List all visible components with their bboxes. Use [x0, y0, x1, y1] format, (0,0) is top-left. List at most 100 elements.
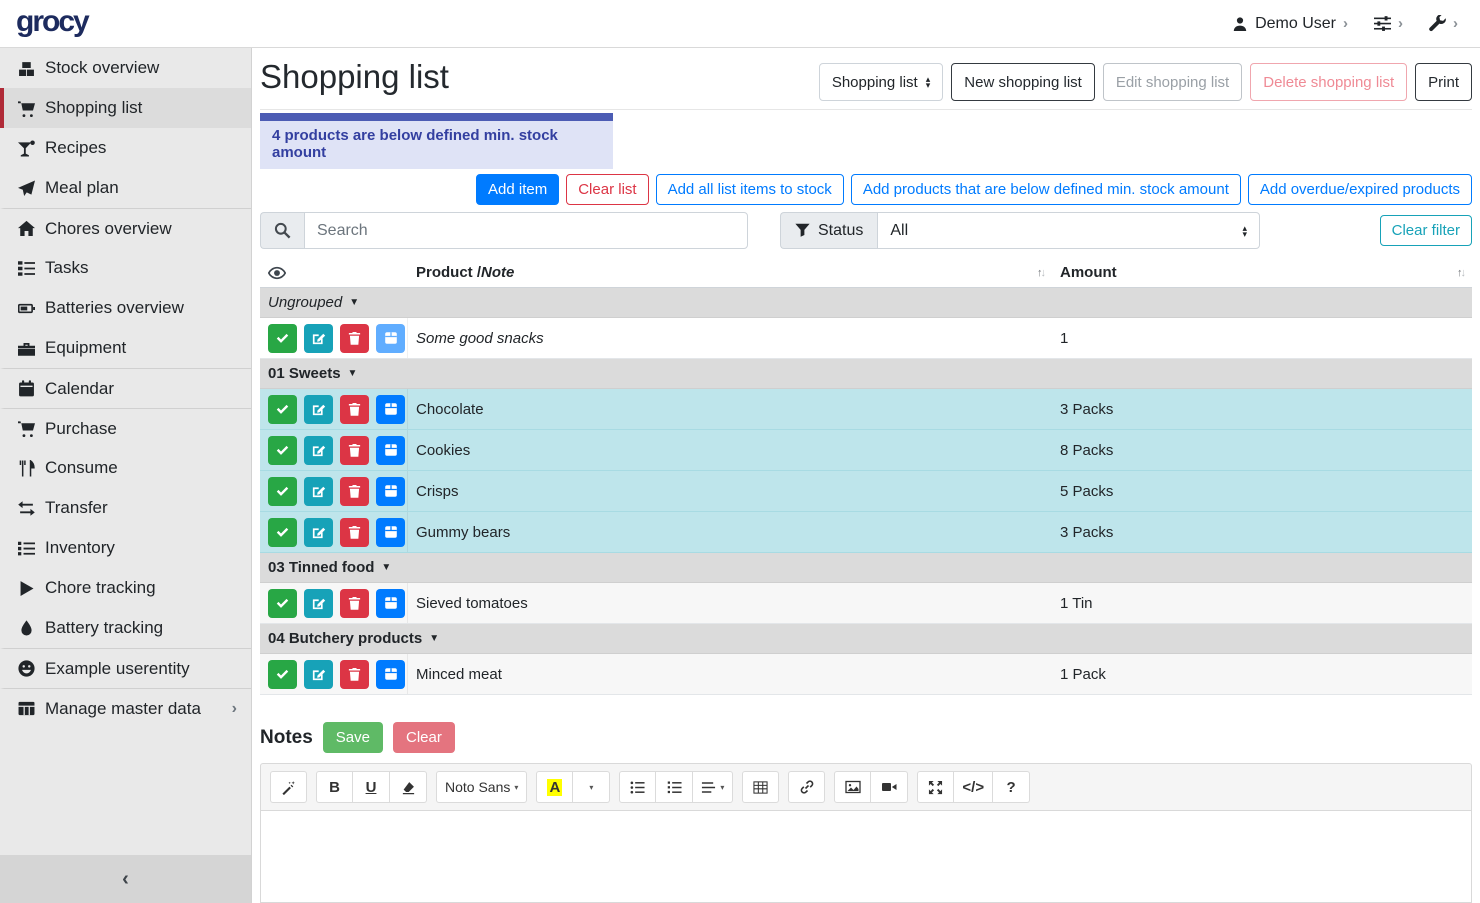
sidebar-item-purchase[interactable]: Purchase — [0, 408, 251, 448]
group-header-butchery-products[interactable]: 04 Butchery products ▼ — [260, 624, 1472, 654]
edit-item-button[interactable] — [304, 517, 333, 547]
delete-item-button[interactable] — [340, 517, 369, 547]
column-visibility-header[interactable] — [260, 264, 408, 282]
delete-shopping-list-button[interactable]: Delete shopping list — [1250, 63, 1408, 101]
sidebar-item-chore-tracking[interactable]: Chore tracking — [0, 568, 251, 608]
delete-item-button[interactable] — [340, 323, 369, 353]
print-button[interactable]: Print — [1415, 63, 1472, 101]
sidebar-item-tasks[interactable]: Tasks — [0, 248, 251, 288]
add-to-stock-button[interactable] — [376, 517, 405, 547]
add-to-stock-button[interactable] — [376, 476, 405, 506]
sidebar-item-shopping-list[interactable]: Shopping list — [0, 88, 251, 128]
sidebar-item-calendar[interactable]: Calendar — [0, 368, 251, 408]
sidebar-item-battery-tracking[interactable]: Battery tracking — [0, 608, 251, 648]
edit-item-button[interactable] — [304, 394, 333, 424]
insert-table-button[interactable] — [742, 771, 780, 803]
clear-list-button[interactable]: Clear list — [566, 174, 649, 205]
sidebar-item-equipment[interactable]: Equipment — [0, 328, 251, 368]
underline-button[interactable]: U — [353, 771, 390, 803]
font-color-button[interactable]: A — [536, 771, 574, 803]
table-row: Sieved tomatoes 1 Tin — [260, 583, 1472, 624]
edit-item-button[interactable] — [304, 323, 333, 353]
delete-item-button[interactable] — [340, 394, 369, 424]
group-header-tinned-food[interactable]: 03 Tinned food ▼ — [260, 553, 1472, 583]
search-input[interactable] — [304, 212, 748, 249]
insert-link-button[interactable] — [788, 771, 826, 803]
fullscreen-button[interactable] — [917, 771, 955, 803]
sidebar-item-example-userentity[interactable]: Example userentity — [0, 648, 251, 688]
mark-done-button[interactable] — [268, 435, 297, 465]
edit-shopping-list-button[interactable]: Edit shopping list — [1102, 63, 1243, 101]
mark-done-button[interactable] — [268, 517, 297, 547]
item-amount: 1 — [1060, 329, 1069, 347]
sidebar-item-consume[interactable]: Consume — [0, 448, 251, 488]
mark-done-button[interactable] — [268, 588, 297, 618]
search-icon — [274, 222, 291, 239]
sidebar-item-batteries-overview[interactable]: Batteries overview — [0, 288, 251, 328]
status-filter-select[interactable]: All ▴ ▾ — [877, 212, 1260, 249]
sidebar-item-recipes[interactable]: Recipes — [0, 128, 251, 168]
edit-item-button[interactable] — [304, 435, 333, 465]
sidebar-item-meal-plan[interactable]: Meal plan — [0, 168, 251, 208]
column-amount-header[interactable]: Amount ↑↓ — [1060, 264, 1466, 281]
add-below-min-button[interactable]: Add products that are below defined min.… — [850, 174, 1241, 205]
edit-item-button[interactable] — [304, 659, 333, 689]
admin-menu[interactable]: › — [1429, 15, 1458, 32]
add-to-stock-button[interactable] — [376, 659, 405, 689]
sidebar-item-manage-master-data[interactable]: Manage master data › — [0, 688, 251, 728]
battery-icon — [18, 303, 35, 313]
unordered-list-button[interactable] — [619, 771, 657, 803]
add-to-stock-button[interactable] — [376, 394, 405, 424]
insert-image-button[interactable] — [834, 771, 872, 803]
insert-video-button[interactable] — [871, 771, 909, 803]
delete-item-button[interactable] — [340, 588, 369, 618]
notes-save-button[interactable]: Save — [322, 722, 383, 753]
sidebar-collapse-button[interactable]: ‹ — [0, 855, 251, 903]
sidebar-item-label: Transfer — [45, 498, 108, 517]
shopping-list-table: Product / Note ↑↓ Amount ↑↓ Ungrouped ▼ — [260, 258, 1472, 695]
sidebar-item-inventory[interactable]: Inventory — [0, 528, 251, 568]
sidebar-item-transfer[interactable]: Transfer — [0, 488, 251, 528]
paragraph-align-button[interactable]: ▾ — [693, 771, 734, 803]
sidebar-item-stock-overview[interactable]: Stock overview — [0, 48, 251, 88]
bold-button[interactable]: B — [316, 771, 353, 803]
settings-menu[interactable]: › — [1374, 15, 1403, 32]
mark-done-button[interactable] — [268, 659, 297, 689]
edit-item-button[interactable] — [304, 588, 333, 618]
add-overdue-button[interactable]: Add overdue/expired products — [1247, 174, 1472, 205]
add-to-stock-button[interactable] — [376, 588, 405, 618]
new-shopping-list-button[interactable]: New shopping list — [951, 63, 1095, 101]
filter-icon — [795, 223, 810, 237]
delete-item-button[interactable] — [340, 659, 369, 689]
item-product: Crisps — [416, 482, 459, 500]
user-menu[interactable]: Demo User › — [1232, 15, 1348, 33]
font-color-caret[interactable]: ▾ — [573, 771, 611, 803]
code-view-button[interactable]: </> — [954, 771, 994, 803]
font-family-select[interactable]: Noto Sans ▾ — [436, 771, 528, 803]
sidebar-item-label: Batteries overview — [45, 298, 184, 317]
edit-item-button[interactable] — [304, 476, 333, 506]
add-to-stock-button[interactable] — [376, 435, 405, 465]
shopping-list-selector[interactable]: Shopping list ▴ ▾ — [818, 63, 944, 101]
add-all-to-stock-button[interactable]: Add all list items to stock — [655, 174, 844, 205]
table-row: Crisps 5 Packs — [260, 471, 1472, 512]
chevron-right-icon: › — [1343, 15, 1348, 32]
mark-done-button[interactable] — [268, 394, 297, 424]
magic-style-button[interactable] — [270, 771, 307, 803]
help-button[interactable]: ? — [993, 771, 1031, 803]
mark-done-button[interactable] — [268, 476, 297, 506]
editor-content-area[interactable] — [260, 811, 1472, 903]
clear-filter-button[interactable]: Clear filter — [1379, 215, 1472, 246]
column-product-header[interactable]: Product / Note ↑↓ — [416, 264, 1046, 281]
group-header-ungrouped[interactable]: Ungrouped ▼ — [260, 288, 1472, 318]
mark-done-button[interactable] — [268, 323, 297, 353]
ordered-list-button[interactable] — [656, 771, 694, 803]
sidebar-item-chores-overview[interactable]: Chores overview — [0, 208, 251, 248]
group-header-sweets[interactable]: 01 Sweets ▼ — [260, 359, 1472, 389]
add-item-button[interactable]: Add item — [476, 174, 560, 205]
delete-item-button[interactable] — [340, 435, 369, 465]
delete-item-button[interactable] — [340, 476, 369, 506]
remove-format-button[interactable] — [390, 771, 427, 803]
add-to-stock-button[interactable] — [376, 323, 405, 353]
notes-clear-button[interactable]: Clear — [393, 722, 455, 753]
